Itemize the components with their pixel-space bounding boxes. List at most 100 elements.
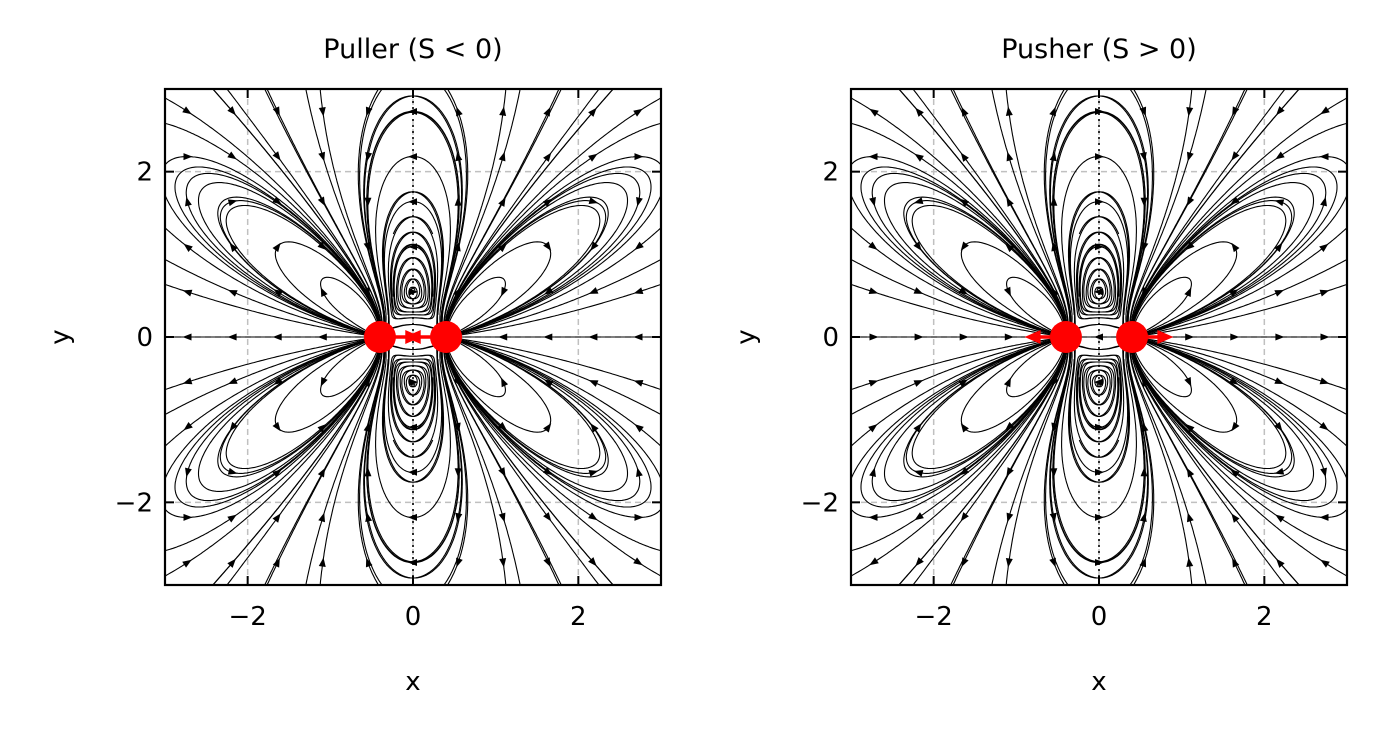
streamline-arrow <box>1005 558 1013 568</box>
streamline-arrow <box>498 151 506 162</box>
streamline <box>443 89 521 328</box>
x-tick-label: −2 <box>229 602 267 632</box>
streamline-arrow <box>1231 513 1240 523</box>
streamline-arrow <box>959 467 969 476</box>
streamline <box>165 97 381 328</box>
streamline-arrow <box>182 106 192 115</box>
x-tick-label: 0 <box>1091 602 1108 632</box>
streamline-arrow <box>1049 106 1056 117</box>
streamline-arrow <box>227 377 238 385</box>
streamline-arrow <box>1320 333 1330 341</box>
streamline-arrow <box>227 514 237 523</box>
streamline-arrow <box>182 559 192 568</box>
streamline-arrow <box>543 557 551 568</box>
streamline-arrow <box>543 241 552 251</box>
streamline <box>1052 344 1145 563</box>
streamline <box>357 89 385 328</box>
chart-title: Pusher (S > 0) <box>1001 34 1197 65</box>
streamline-arrow <box>1186 151 1194 162</box>
streamline-arrow <box>227 289 238 297</box>
streamline-arrow <box>318 557 326 567</box>
streamline-arrow <box>1006 467 1014 477</box>
streamline-arrow <box>1231 242 1240 253</box>
streamline-arrow <box>868 287 879 295</box>
streamline <box>445 347 661 552</box>
force-arrow-head <box>404 330 421 344</box>
chart-title: Puller (S < 0) <box>323 34 502 65</box>
streamline-arrow <box>1186 467 1195 478</box>
streamline <box>1131 337 1338 508</box>
flagella <box>1024 321 1174 353</box>
streamline-arrow <box>588 512 598 521</box>
streamline <box>366 344 459 563</box>
streamline <box>1130 346 1246 585</box>
streamline-arrow <box>636 196 643 207</box>
y-tick-label: −2 <box>801 488 839 518</box>
streamline-arrow <box>1095 198 1104 206</box>
streamline-arrow <box>1274 421 1283 432</box>
x-axis-label: x <box>1091 667 1106 697</box>
y-tick-label: 2 <box>136 158 153 188</box>
streamline-arrow <box>634 241 644 250</box>
streamline-arrow <box>588 153 598 162</box>
streamline-arrow <box>185 196 192 207</box>
streamline <box>860 166 1067 337</box>
streamline <box>174 166 381 337</box>
streamline-arrow <box>183 153 193 161</box>
streamline <box>912 89 1068 329</box>
streamline-arrow <box>1051 422 1059 433</box>
ticks <box>851 89 1347 585</box>
streamline-arrow <box>1095 513 1104 521</box>
streamline-arrow <box>183 513 193 521</box>
streamline <box>319 345 383 585</box>
streamline-arrow <box>958 379 968 388</box>
streamline-arrow <box>913 287 924 294</box>
streamline-arrow <box>1232 106 1240 117</box>
streamline-arrow <box>272 469 282 478</box>
streamline-arrow <box>634 424 644 433</box>
streamline-arrow <box>1006 512 1014 523</box>
x-tick-label: 2 <box>570 602 587 632</box>
streamline-arrow <box>182 289 193 297</box>
streamline-arrow <box>318 512 326 523</box>
streamline-arrow <box>1003 377 1011 388</box>
streamline-arrow <box>183 243 193 253</box>
streamline-arrow <box>1139 152 1147 162</box>
streamline <box>851 97 1067 328</box>
streamline-arrow <box>1186 512 1194 523</box>
streamline-arrow <box>1186 196 1195 207</box>
streamline-arrow <box>543 106 551 117</box>
streamline <box>445 122 661 327</box>
streamline-arrow <box>1184 377 1192 387</box>
streamline-arrow <box>1006 151 1014 162</box>
streamline-arrow <box>869 108 879 117</box>
streamline-arrow <box>1185 241 1195 251</box>
streamline <box>444 89 614 328</box>
streamline-arrow <box>317 423 327 433</box>
streamline-arrow <box>227 467 238 475</box>
force-arrow-head <box>1024 330 1041 344</box>
streamline <box>359 345 385 585</box>
streamline-arrow <box>1003 286 1011 297</box>
streamline-arrow <box>1274 467 1285 475</box>
streamline-arrow <box>1274 199 1285 207</box>
streamline-arrow <box>1231 421 1240 432</box>
streamline <box>443 89 507 329</box>
streamline-arrow <box>588 287 599 294</box>
streamline-arrow <box>499 558 507 568</box>
streamline <box>1130 89 1300 328</box>
streamline-arrow <box>958 286 968 295</box>
streamline <box>1130 346 1300 585</box>
streamline <box>445 97 661 328</box>
streamline <box>444 89 560 328</box>
flagellum-marker <box>1116 321 1149 353</box>
streamline-arrow <box>1230 196 1240 205</box>
streamline <box>444 345 600 585</box>
streamline-arrow <box>272 421 281 432</box>
streamline-arrow <box>1051 287 1059 298</box>
streamline <box>898 89 1068 328</box>
streamline-arrow <box>590 241 599 251</box>
streamline-arrow <box>588 380 599 387</box>
streamline <box>165 346 381 577</box>
